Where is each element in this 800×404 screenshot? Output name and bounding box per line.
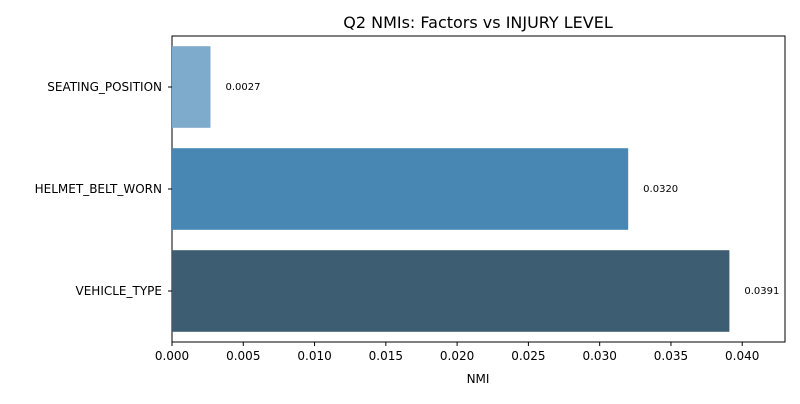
x-axis: 0.000 0.005 0.010 0.015 0.020 0.025 0.030 0.035… <box>155 342 759 363</box>
bars-layer <box>172 46 730 332</box>
data-label: 0.0320 <box>643 184 678 195</box>
chart-title: Q2 NMIs: Factors vs INJURY LEVEL <box>343 13 613 32</box>
x-tick-label: 0.030 <box>582 349 616 363</box>
x-tick-label: 0.035 <box>654 349 688 363</box>
x-axis-label: NMI <box>467 372 490 386</box>
x-tick-label: 0.025 <box>511 349 545 363</box>
x-tick-label: 0.040 <box>725 349 759 363</box>
y-tick-label: HELMET_BELT_WORN <box>35 182 162 196</box>
bar-seating-position <box>172 46 211 128</box>
data-label: 0.0391 <box>744 286 779 297</box>
data-label: 0.0027 <box>225 82 260 93</box>
x-tick-label: 0.020 <box>440 349 474 363</box>
x-tick-label: 0.000 <box>155 349 189 363</box>
x-tick-label: 0.005 <box>226 349 260 363</box>
x-tick-label: 0.010 <box>297 349 331 363</box>
y-tick-label: SEATING_POSITION <box>47 80 162 94</box>
bar-vehicle-type <box>172 250 730 332</box>
data-labels-layer: 0.0027 0.0320 0.0391 <box>225 82 779 297</box>
y-axis: SEATING_POSITION HELMET_BELT_WORN VEHICLE_… <box>35 80 172 298</box>
bar-helmet-belt-worn <box>172 148 629 230</box>
y-tick-label: VEHICLE_TYPE <box>76 284 162 298</box>
x-tick-label: 0.015 <box>369 349 403 363</box>
